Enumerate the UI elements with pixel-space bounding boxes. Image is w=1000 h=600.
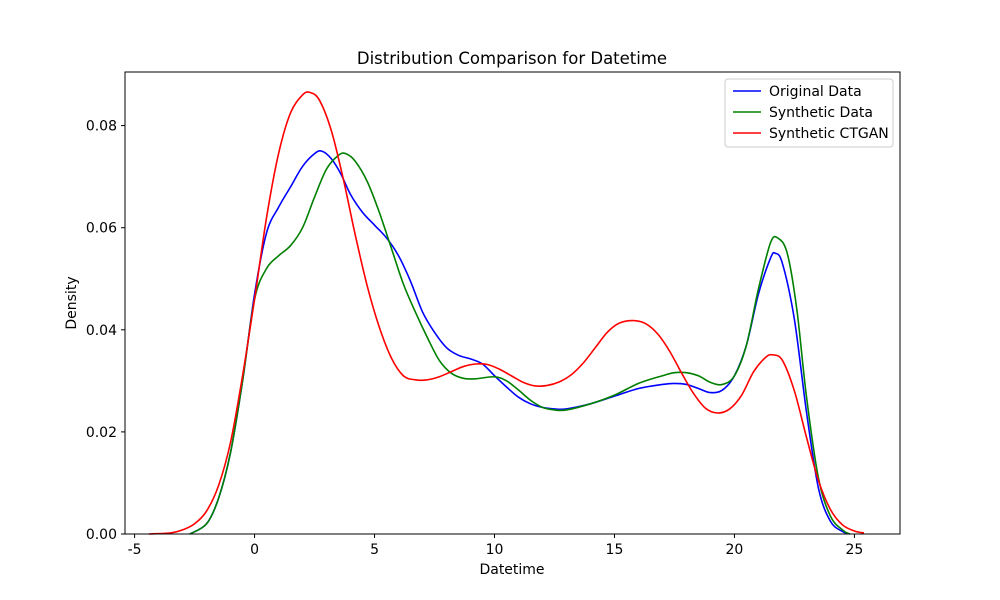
x-tick-label: 10: [486, 542, 504, 558]
x-tick-label: 15: [606, 542, 624, 558]
x-tick-label: 20: [726, 542, 744, 558]
plot-lines: [148, 91, 865, 535]
x-axis-label: Datetime: [479, 562, 544, 578]
legend-label-3: Synthetic CTGAN: [769, 126, 889, 142]
series-line-2: [189, 152, 851, 535]
x-axis-ticks: -5 0 5 10 15 20 25: [128, 534, 863, 558]
y-tick-label: 0.02: [86, 425, 117, 441]
x-tick-label: -5: [128, 542, 142, 558]
y-tick-label: 0.06: [86, 221, 117, 237]
series-line-1: [189, 150, 850, 535]
y-axis-label: Density: [64, 276, 80, 329]
axes-frame: [124, 71, 901, 535]
y-tick-label: 0.00: [86, 527, 117, 543]
y-tick-label: 0.08: [86, 119, 117, 135]
x-tick-label: 25: [845, 542, 863, 558]
y-tick-label: 0.04: [86, 323, 117, 339]
series-line-3: [148, 91, 865, 535]
legend-box: [724, 78, 894, 148]
legend: Original Data Synthetic Data Synthetic CTG…: [724, 78, 894, 148]
chart-title: Distribution Comparison for Datetime: [357, 49, 667, 68]
x-tick-label: 5: [370, 542, 379, 558]
legend-label-1: Original Data: [769, 84, 862, 100]
y-axis-ticks: 0.00 0.02 0.04 0.06 0.08: [86, 119, 125, 543]
legend-label-2: Synthetic Data: [769, 105, 873, 121]
x-tick-label: 0: [250, 542, 259, 558]
